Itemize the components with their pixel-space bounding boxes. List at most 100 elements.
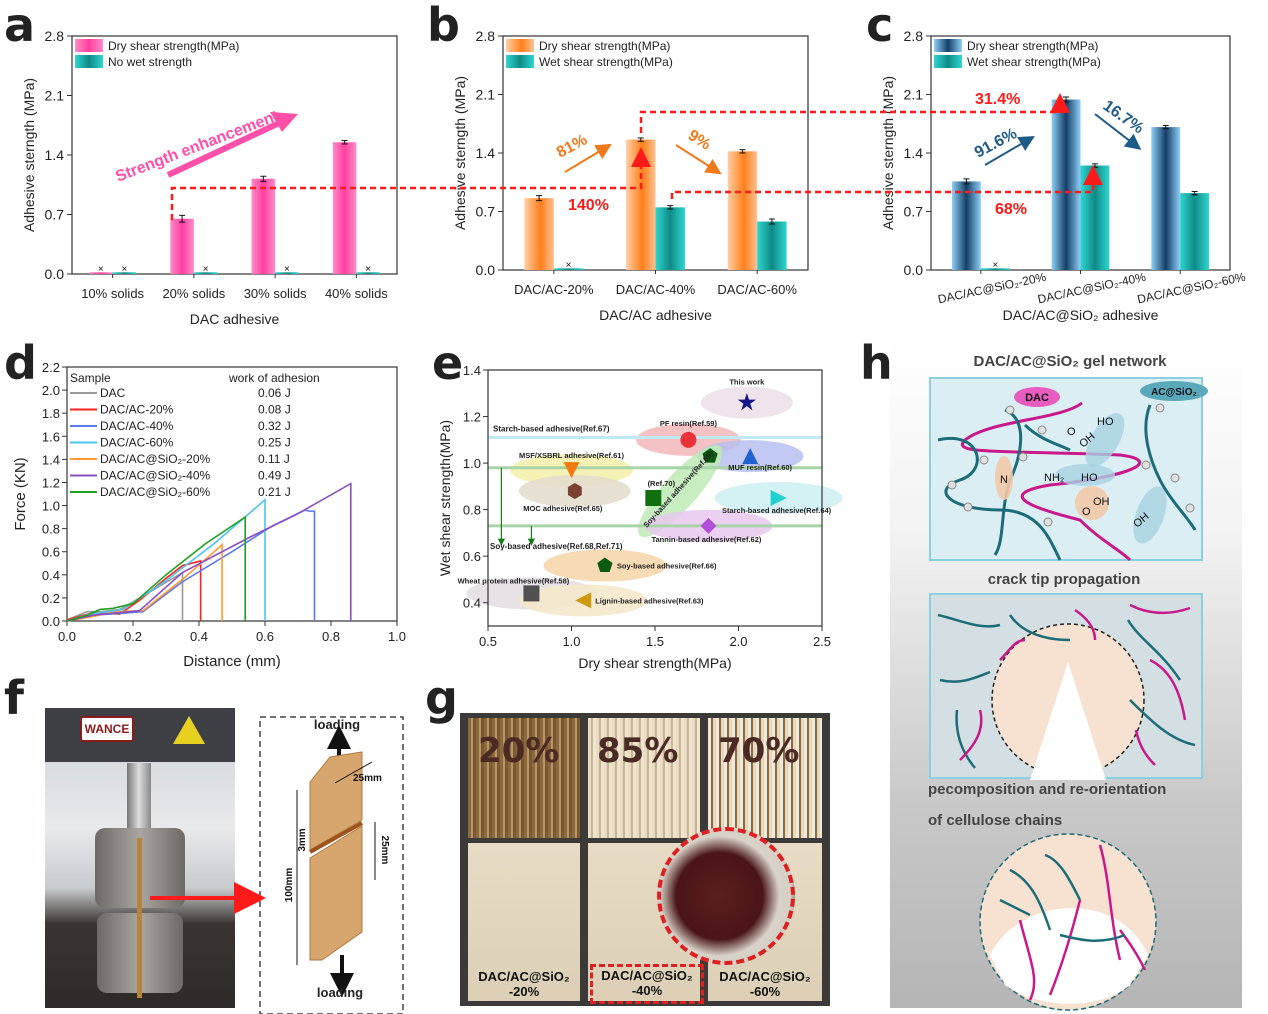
y-tick-label: 2.1 — [476, 87, 496, 103]
legend-label: DAC — [100, 386, 126, 400]
panel-label-c: c — [866, 0, 894, 52]
y-axis-label: Wet shear strength(MPa) — [437, 420, 453, 576]
zero-marker: × — [203, 264, 209, 275]
decomp-caption-2: of cellulose chains — [928, 812, 1062, 829]
legend-work-value: 0.21 J — [258, 485, 291, 499]
dac-tag-label: DAC — [1025, 392, 1049, 404]
y-tick-label: 0.7 — [904, 204, 924, 220]
y-tick-label: 0.6 — [463, 549, 481, 564]
bar-dry — [332, 142, 357, 274]
marker-pentagon — [702, 448, 718, 463]
gel-inset-photo — [657, 827, 795, 965]
series-line — [66, 482, 352, 622]
dim-length-label: 100mm — [284, 868, 295, 903]
y-tick-label: 1.4 — [904, 145, 924, 161]
group-oh-2: OH — [1093, 496, 1110, 508]
legend-work-value: 0.11 J — [258, 452, 290, 466]
wet-increase-label: 140% — [568, 197, 609, 214]
panel-label-d: d — [4, 336, 37, 390]
diagram-frame — [259, 716, 404, 1014]
legend-swatch — [934, 55, 962, 68]
cellulose-chain-1 — [937, 436, 1062, 561]
legend-swatch — [75, 55, 103, 68]
imine-region — [995, 456, 1013, 500]
group-ho-2: HO — [1081, 472, 1098, 484]
legend-work-value: 0.08 J — [258, 403, 291, 417]
y-tick-label: 0.2 — [42, 591, 60, 606]
reorientation-crack — [990, 908, 1148, 1004]
x-axis-label: DAC adhesive — [190, 311, 280, 327]
bar-wet — [655, 207, 685, 270]
y-tick-label: 1.8 — [42, 406, 60, 421]
x-tick-label: 1.0 — [562, 634, 580, 649]
upper-rod — [127, 763, 151, 828]
chart-e: Starch-based adhesive(Ref.67) Soy-based a… — [437, 363, 843, 671]
y-tick-label: 0.8 — [42, 522, 60, 537]
legend-label: DAC/AC-40% — [100, 419, 174, 433]
wet-increase-label: 68% — [995, 201, 1027, 218]
legend-label: DAC/AC@SiO₂-20% — [100, 452, 211, 466]
y-tick-label: 2.8 — [904, 28, 924, 44]
y-tick-label: 2.0 — [42, 383, 60, 398]
gel-network-diagram: DAC/AC@SiO₂ gel network DAC AC@SiO₂ HO O… — [928, 353, 1208, 1011]
series-line — [66, 509, 316, 622]
bar-dry — [951, 181, 981, 270]
y-tick-label: 0.0 — [45, 266, 65, 282]
sample-label-3-line2: -60% — [749, 984, 781, 1000]
panel-label-h: h — [860, 336, 893, 390]
legend-label: DAC/AC@SiO₂-60% — [100, 485, 211, 499]
y-tick-label: 0.0 — [42, 614, 60, 629]
lower-lap-board — [309, 825, 363, 961]
group-o-1: O — [1067, 426, 1076, 438]
loading-top-label: loading — [314, 717, 360, 732]
hbond-region — [1085, 413, 1125, 467]
sample-label-1-line1: DAC/AC@SiO₂ — [478, 969, 570, 985]
bar-dry — [626, 139, 656, 270]
bar-dry — [524, 198, 554, 270]
x-axis-label: DAC/AC adhesive — [599, 307, 712, 323]
sample-label-1-line2: -20% — [508, 984, 540, 1000]
dac-chain — [961, 401, 1142, 562]
zero-marker: × — [365, 264, 371, 275]
y-tick-label: 2.2 — [42, 360, 60, 375]
failure-surface-photo: 20% 85% 70% DAC/AC@SiO₂ -20% DAC/AC@SiO₂ -… — [460, 713, 830, 1006]
x-tick-label: 0.0 — [58, 629, 76, 644]
y-tick-label: 0.8 — [463, 503, 481, 518]
legend-work-value: 0.49 J — [258, 469, 291, 483]
warning-sign-icon — [173, 716, 205, 744]
loading-bottom-label: loading — [317, 985, 363, 1000]
cellulose-chain-4 — [1023, 423, 1071, 452]
dac-tag — [1014, 387, 1060, 407]
group-nh2: NH₂ — [1044, 472, 1064, 484]
sample-label-1: DAC/AC@SiO₂ -20% — [468, 969, 580, 1000]
decrease-arrow-icon — [1094, 113, 1142, 150]
point-label: PF resin(Ref.59) — [660, 419, 718, 428]
x-axis-label: Dry shear strength(MPa) — [578, 655, 731, 671]
marker-hexagon — [567, 483, 582, 500]
legend-label: Dry shear strength(MPa) — [539, 39, 670, 53]
x-tick-label: 2.5 — [813, 634, 831, 649]
y-tick-label: 1.2 — [463, 410, 481, 425]
wood-failure-2: 85% — [597, 731, 679, 771]
x-tick-label: 20% solids — [162, 286, 225, 301]
marker-triangle-up — [742, 448, 759, 465]
y-tick-label: 0.4 — [463, 596, 481, 611]
point-label: Wheat protein adhesive(Ref.58) — [458, 576, 570, 585]
legend-label: DAC/AC@SiO₂-40% — [100, 469, 211, 483]
panel-label-f: f — [4, 671, 25, 725]
y-tick-label: 0.6 — [42, 545, 60, 560]
legend-swatch — [506, 55, 534, 68]
bar-dry — [1051, 99, 1081, 270]
gel-network-title: DAC/AC@SiO₂ gel network — [974, 353, 1168, 370]
hbond-region — [1133, 486, 1167, 544]
sample-label-2-line1: DAC/AC@SiO₂ — [601, 968, 693, 984]
series-line — [66, 543, 223, 622]
legend-swatch — [506, 39, 534, 52]
marker-square — [645, 490, 662, 506]
dim-width-label: 25mm — [353, 773, 382, 784]
point-label: MUF resin(Ref.60) — [728, 463, 792, 472]
x-tick-label: 0.5 — [479, 634, 497, 649]
enhancement-arrow-icon — [166, 115, 292, 178]
tensile-tester-photo: WANCE — [45, 708, 235, 1008]
